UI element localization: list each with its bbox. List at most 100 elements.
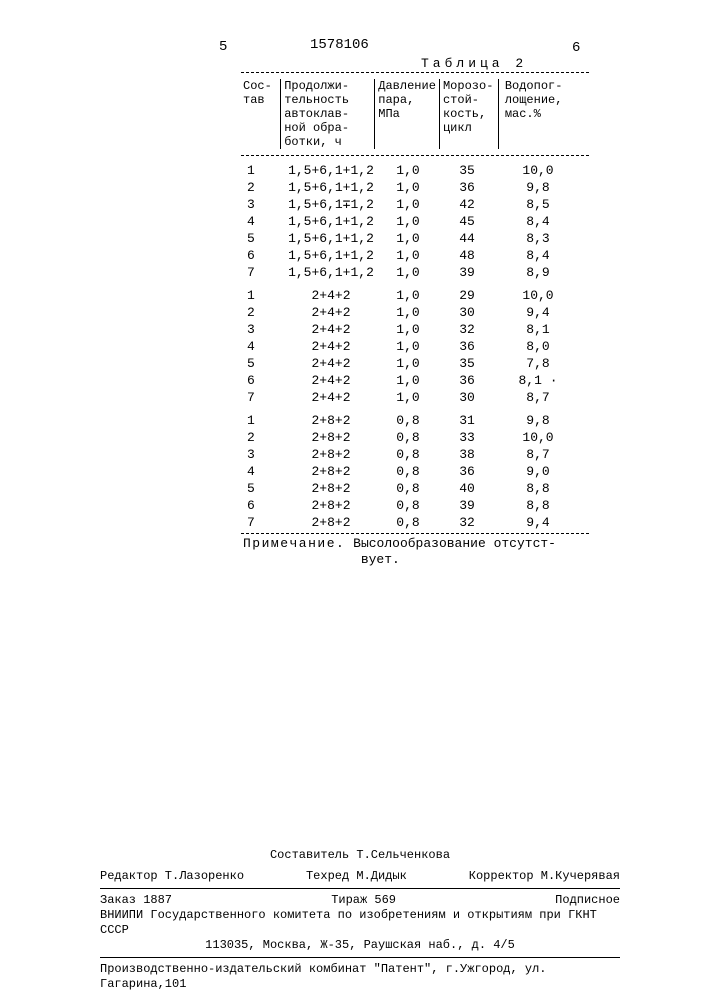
footer-compiler: Составитель Т.Сельченкова — [100, 848, 620, 863]
table-cell: 6 — [241, 372, 285, 389]
table-row: 21,5+6,1+1,21,0369,8 — [241, 179, 589, 196]
table-row: 32+4+21,0328,1 — [241, 321, 589, 338]
table-row: 41,5+6,1+1,21,0458,4 — [241, 213, 589, 230]
table-caption: Таблица 2 — [421, 56, 527, 71]
table-cell: 36 — [439, 179, 495, 196]
table-cell: 5 — [241, 480, 285, 497]
table-cell: 2+8+2 — [285, 463, 377, 480]
table-row: 42+4+21,0368,0 — [241, 338, 589, 355]
table-cell: 35 — [439, 355, 495, 372]
table-rule-top — [241, 72, 589, 73]
table-row: 11,5+6,1+1,21,03510,0 — [241, 162, 589, 179]
table-cell: 2+8+2 — [285, 480, 377, 497]
table-cell: 9,4 — [495, 304, 581, 321]
table-cell: 8,9 — [495, 264, 581, 281]
table-cell: 5 — [241, 230, 285, 247]
table-cell: 6 — [241, 497, 285, 514]
table-cell: 2+4+2 — [285, 372, 377, 389]
table-cell: 9,4 — [495, 514, 581, 531]
table-row: 71,5+6,1+1,21,0398,9 — [241, 264, 589, 281]
footer-corrector: Корректор М.Кучерявая — [469, 869, 620, 884]
table-row: 72+8+20,8329,4 — [241, 514, 589, 531]
table-cell: 39 — [439, 264, 495, 281]
table-cell: 1,0 — [377, 372, 439, 389]
table-rule-bottom — [241, 533, 589, 534]
table-cell: 40 — [439, 480, 495, 497]
table-cell: 1,0 — [377, 304, 439, 321]
footer-tehred: Техред М.Дидык — [306, 869, 407, 884]
table-cell: 9,8 — [495, 412, 581, 429]
table-cell: 0,8 — [377, 463, 439, 480]
table-cell: 4 — [241, 213, 285, 230]
table-cell: 1,0 — [377, 247, 439, 264]
table-cell: 2 — [241, 429, 285, 446]
table-cell: 31 — [439, 412, 495, 429]
table-cell: 30 — [439, 304, 495, 321]
table-cell: 8,4 — [495, 247, 581, 264]
table-header-row: Сос- тав Продолжи- тельность автоклав- н… — [241, 75, 589, 155]
table-cell: 33 — [439, 429, 495, 446]
table-body: 11,5+6,1+1,21,03510,021,5+6,1+1,21,0369,… — [241, 158, 589, 531]
table-row: 31,5+6,1∓1,21,0428,5 — [241, 196, 589, 213]
table-cell: 2 — [241, 179, 285, 196]
table-cell: 0,8 — [377, 429, 439, 446]
table-cell: 8,1 · — [495, 372, 581, 389]
table-cell: 32 — [439, 321, 495, 338]
footer-order: Заказ 1887 — [100, 893, 172, 908]
table-cell: 2+4+2 — [285, 355, 377, 372]
table-cell: 1,0 — [377, 213, 439, 230]
table-cell: 1,5+6,1+1,2 — [285, 162, 377, 179]
table-cell: 8,8 — [495, 480, 581, 497]
footer-org-line1: ВНИИПИ Государственного комитета по изоб… — [100, 908, 620, 938]
table-cell: 2+4+2 — [285, 304, 377, 321]
document-number: 1578106 — [310, 37, 369, 53]
table-cell: 44 — [439, 230, 495, 247]
col-header-composition: Сос- тав — [241, 79, 281, 149]
table-cell: 1,0 — [377, 162, 439, 179]
table-row: 62+4+21,0368,1 · — [241, 372, 589, 389]
table-cell: 2+4+2 — [285, 287, 377, 304]
footer-rule-2 — [100, 957, 620, 958]
table-rule-mid — [241, 155, 589, 156]
table-cell: 8,1 — [495, 321, 581, 338]
table-cell: 0,8 — [377, 514, 439, 531]
footer-editor: Редактор Т.Лазоренко — [100, 869, 244, 884]
table-row: 22+8+20,83310,0 — [241, 429, 589, 446]
table-cell: 1,0 — [377, 264, 439, 281]
table-cell: 1,0 — [377, 230, 439, 247]
table-cell: 7 — [241, 514, 285, 531]
table-cell: 36 — [439, 372, 495, 389]
footer-rule-1 — [100, 888, 620, 889]
table-cell: 3 — [241, 196, 285, 213]
table-cell: 8,8 — [495, 497, 581, 514]
table-cell: 1,0 — [377, 287, 439, 304]
table-cell: 1,0 — [377, 321, 439, 338]
table-cell: 48 — [439, 247, 495, 264]
col-header-frost: Морозо- стой- кость, цикл — [440, 79, 499, 149]
table-cell: 1,5+6,1+1,2 — [285, 264, 377, 281]
table-cell: 1,5+6,1+1,2 — [285, 213, 377, 230]
table-cell: 4 — [241, 463, 285, 480]
table-cell: 8,3 — [495, 230, 581, 247]
table-cell: 0,8 — [377, 497, 439, 514]
table-cell: 8,7 — [495, 446, 581, 463]
table-cell: 9,0 — [495, 463, 581, 480]
footer-block: Составитель Т.Сельченкова Редактор Т.Лаз… — [100, 848, 620, 992]
table-row: 72+4+21,0308,7 — [241, 389, 589, 406]
table-cell: 1,5+6,1+1,2 — [285, 230, 377, 247]
table-cell: 7 — [241, 389, 285, 406]
table-row: 22+4+21,0309,4 — [241, 304, 589, 321]
table-cell: 0,8 — [377, 446, 439, 463]
table-cell: 2 — [241, 304, 285, 321]
table-cell: 7 — [241, 264, 285, 281]
table-cell: 10,0 — [495, 287, 581, 304]
table-cell: 8,0 — [495, 338, 581, 355]
table-row: 42+8+20,8369,0 — [241, 463, 589, 480]
table-cell: 1 — [241, 287, 285, 304]
page-number-left: 5 — [219, 39, 227, 55]
footer-producer: Производственно-издательский комбинат "П… — [100, 962, 620, 992]
page-number-right: 6 — [572, 40, 580, 56]
table-cell: 5 — [241, 355, 285, 372]
table-cell: 1,5+6,1∓1,2 — [285, 196, 377, 213]
table-cell: 29 — [439, 287, 495, 304]
